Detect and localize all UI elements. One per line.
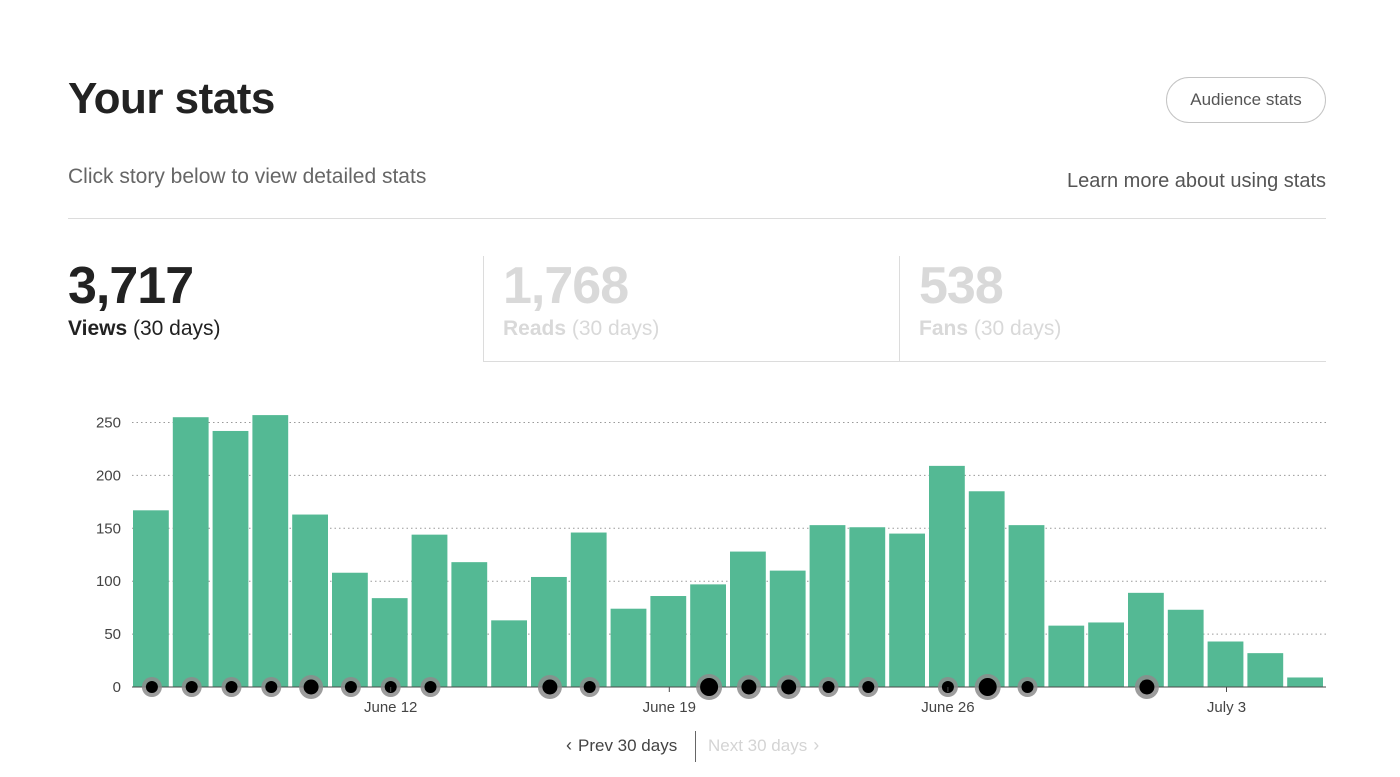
y-tick-label: 50 [104,626,121,643]
bar [1128,592,1164,687]
chevron-right-icon: › [813,735,820,755]
y-tick-label: 100 [96,573,121,590]
views-label-name: Views [68,317,128,340]
bar [292,514,328,687]
chevron-left-icon: ‹ [566,735,572,755]
story-marker [1021,681,1034,693]
x-tick-label: June 19 [643,699,696,716]
story-marker [1139,679,1155,695]
bar [1008,525,1045,687]
tab-reads[interactable]: 1,768 Reads (30 days) [483,256,899,362]
y-tick-label: 150 [96,520,121,537]
x-tick-label: June 12 [364,699,417,716]
story-marker [781,679,797,695]
bar [809,525,846,687]
bar [212,430,249,687]
story-marker [185,681,198,693]
next-30-days-label: Next 30 days [708,736,808,755]
learn-more-link[interactable]: Learn more about using stats [1066,170,1326,192]
bar [929,465,965,687]
bar [411,534,448,687]
reads-label-name: Reads [503,317,567,340]
bar [172,417,209,687]
fans-label-name: Fans [919,317,969,340]
bar [1287,677,1323,687]
reads-label: Reads (30 days) [503,317,899,341]
story-marker [303,679,319,695]
bar [849,527,886,687]
bar [889,533,925,687]
bar [1207,641,1244,687]
prev-30-days-label: Prev 30 days [578,736,678,755]
audience-stats-button[interactable]: Audience stats [1166,77,1326,123]
story-marker [978,678,997,696]
bar [1088,622,1124,687]
tab-fans[interactable]: 538 Fans (30 days) [899,256,1326,362]
bar [491,620,527,687]
story-marker [741,679,757,695]
tab-views[interactable]: 3,717 Views (30 days) [68,256,483,362]
page-title: Your stats [68,74,275,123]
bar [451,562,488,687]
bar [968,491,1005,687]
views-label: Views (30 days) [68,317,483,341]
y-tick-label: 200 [96,467,121,484]
story-marker [862,681,875,693]
bar [1167,609,1204,687]
bar [133,510,169,687]
views-label-period: (30 days) [133,317,221,340]
story-marker [344,681,357,693]
bar [371,598,408,687]
bar [730,551,766,687]
story-marker [265,681,278,693]
prev-30-days-button[interactable]: ‹ Prev 30 days [560,735,677,756]
next-30-days-button: Next 30 days › [708,735,825,756]
story-marker [583,681,596,693]
bar [1247,653,1284,687]
views-count: 3,717 [68,257,194,315]
bar [610,608,647,687]
bar [531,576,567,687]
story-marker [225,681,238,693]
y-tick-label: 250 [96,415,121,432]
story-marker [542,679,558,695]
y-tick-label: 0 [113,679,121,696]
bar [690,584,726,687]
bar [1048,625,1085,687]
x-tick-label: June 26 [921,699,974,716]
bar [332,572,368,687]
bar [570,532,607,687]
story-marker [700,678,719,696]
bar [650,596,687,687]
bar [769,570,806,687]
x-tick-label: July 3 [1207,699,1246,716]
fans-label-period: (30 days) [973,317,1062,340]
bar [252,415,289,687]
page-subtitle: Click story below to view detailed stats [68,165,427,188]
story-marker [424,681,437,693]
pager-divider [695,731,696,762]
reads-label-period: (30 days) [571,317,660,340]
fans-count: 538 [919,257,1004,315]
fans-label: Fans (30 days) [919,317,1326,341]
story-marker [145,681,158,693]
header-divider [68,218,1326,219]
views-bar-chart: 0 50 100 150 200 250 June 12 June 19 June 26 July… [96,415,1326,716]
story-marker [822,681,835,693]
reads-count: 1,768 [503,257,629,315]
